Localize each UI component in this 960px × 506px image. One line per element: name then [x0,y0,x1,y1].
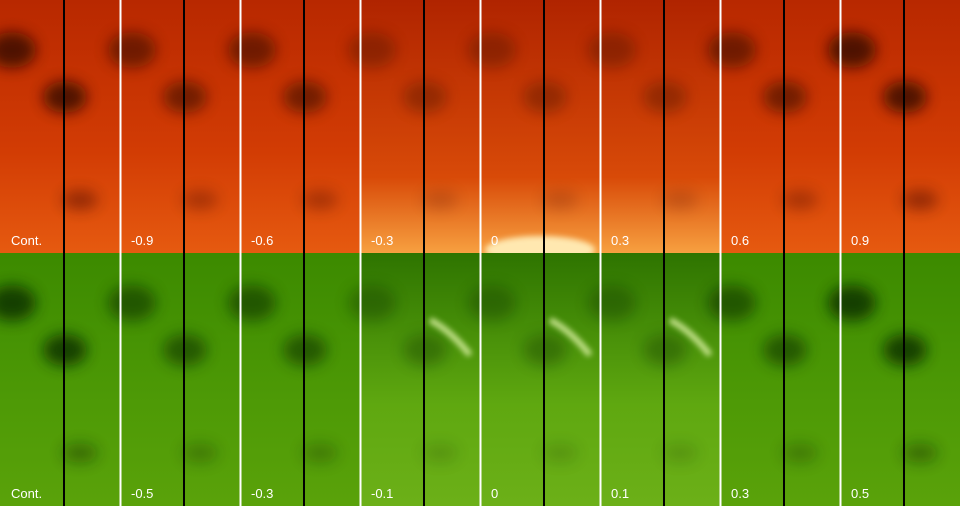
image-panel: 0.3 [588,0,720,253]
sunspot [228,285,276,321]
dark-fibril [62,443,98,463]
image-panel: 0.5 [828,253,960,506]
image-panel: 0.1 [588,253,720,506]
image-panel: -0.3 [228,253,360,506]
panel-label: Cont. [11,486,42,501]
panel-label: -0.1 [371,486,393,501]
sunspot [348,32,396,68]
panel-label: 0.5 [851,486,869,501]
panel-label: 0.6 [731,233,749,248]
sunspot [588,32,636,68]
image-panel: -0.1 [348,253,480,506]
dark-fibril [542,443,578,463]
image-panel: -0.5 [108,253,240,506]
panel-label: 0.3 [611,233,629,248]
sunspot [228,32,276,68]
dark-fibril [182,443,218,463]
image-panel: -0.6 [228,0,360,253]
image-panel: 0.9 [828,0,960,253]
panel-label: Cont. [11,233,42,248]
panel-label: 0 [491,486,498,501]
dark-fibril [62,190,98,210]
bright-ridge [548,317,593,357]
image-panel: -0.3 [348,0,480,253]
panel-label: 0 [491,233,498,248]
dark-fibril [782,443,818,463]
dark-fibril [662,190,698,210]
bright-ridge [428,317,473,357]
image-panel: -0.9 [108,0,240,253]
dark-fibril [542,190,578,210]
panel-label: -0.6 [251,233,273,248]
image-panel: 0.6 [708,0,840,253]
panel-label: -0.5 [131,486,153,501]
dark-fibril [902,190,938,210]
panel-label: -0.3 [371,233,393,248]
bright-ridge [668,317,713,357]
panel-label: 0.9 [851,233,869,248]
dark-fibril [182,190,218,210]
sunspot [0,32,36,68]
sunspot [348,285,396,321]
sunspot [108,285,156,321]
dark-fibril [302,190,338,210]
dark-fibril [662,443,698,463]
sunspot [468,285,516,321]
dark-fibril [422,190,458,210]
sunspot [108,32,156,68]
sunspot [828,285,876,321]
sunspot [588,285,636,321]
dark-fibril [302,443,338,463]
image-panel: 0 [468,253,600,506]
panel-label: 0.1 [611,486,629,501]
dark-fibril [902,443,938,463]
image-panel: 0.3 [708,253,840,506]
sunspot [708,32,756,68]
dark-fibril [422,443,458,463]
sunspot-features [0,32,98,210]
panel-label: -0.3 [251,486,273,501]
panel-label: -0.9 [131,233,153,248]
sunspot [468,32,516,68]
dark-fibril [782,190,818,210]
sunspot [0,285,36,321]
sunspot [708,285,756,321]
panel-label: 0.3 [731,486,749,501]
sunspot [828,32,876,68]
sunspot-features [0,285,98,463]
image-panel: Cont. [0,0,120,253]
image-panel: 0 [468,0,600,264]
image-panel: Cont. [0,253,120,506]
